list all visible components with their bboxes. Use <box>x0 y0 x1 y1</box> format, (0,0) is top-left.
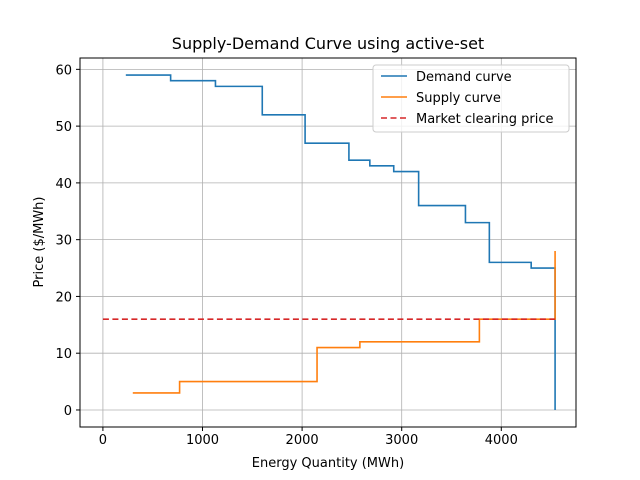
y-tick-label: 10 <box>55 347 72 362</box>
chart-title: Supply-Demand Curve using active-set <box>172 34 484 53</box>
supply-curve-line <box>132 251 556 394</box>
x-axis-label: Energy Quantity (MWh) <box>252 456 404 471</box>
axis-ticks: 0 1000 2000 3000 4000 0 10 20 30 40 50 60 <box>55 63 517 448</box>
x-tick-label: 1000 <box>186 433 219 448</box>
x-tick-label: 2000 <box>286 433 319 448</box>
legend: Demand curve Supply curve Market clearing … <box>372 64 570 133</box>
y-tick-label: 60 <box>55 63 72 78</box>
y-tick-label: 40 <box>55 177 72 192</box>
grid-lines <box>80 58 576 427</box>
legend-box <box>372 64 570 133</box>
plot-frame <box>79 57 577 428</box>
y-axis-label: Price ($/MWh) <box>32 197 47 288</box>
y-tick-label: 30 <box>55 234 72 249</box>
legend-entry-label: Market clearing price <box>416 112 553 127</box>
x-tick-label: 4000 <box>485 433 518 448</box>
y-tick-label: 50 <box>55 120 72 135</box>
legend-entry-label: Supply curve <box>416 91 501 106</box>
series-group <box>102 74 556 410</box>
y-tick-label: 0 <box>64 404 72 419</box>
demand-curve-line <box>125 74 556 410</box>
legend-entry-label: Demand curve <box>416 70 512 85</box>
x-tick-label: 3000 <box>385 433 418 448</box>
y-tick-label: 20 <box>55 290 72 305</box>
x-tick-label: 0 <box>99 433 107 448</box>
